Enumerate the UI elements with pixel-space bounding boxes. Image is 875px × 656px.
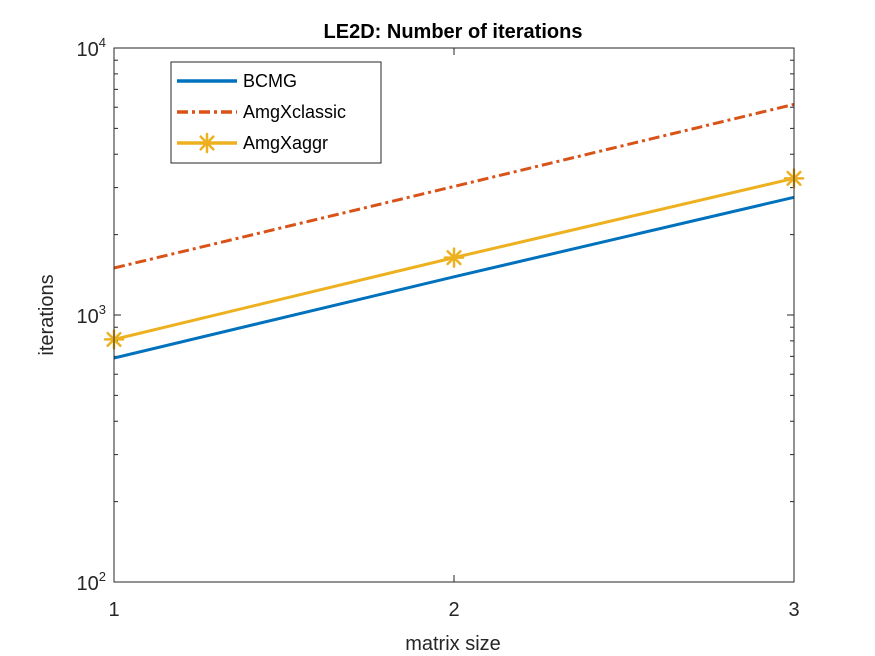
x-tick-label: 3 [788,599,799,621]
plot-area-frame [113,47,795,583]
legend-item: AmgXaggr [177,132,328,154]
series-line-bcmg [113,195,795,360]
series-layer [103,102,805,360]
x-axis-label: matrix size [405,633,501,655]
y-tick-base: 10 [77,573,99,595]
data-point-marker [443,247,465,268]
legend: BCMG AmgXclassic AmgXaggr [170,61,382,164]
x-tick-label: 2 [448,599,459,621]
legend-marker [196,132,218,154]
series-line-amgxclassic [113,102,795,270]
y-tick-exponent: 4 [99,35,106,50]
y-tick-base: 10 [77,39,99,61]
y-tick-label: 102 [77,569,106,595]
y-tick-label: 103 [77,302,106,328]
legend-label: AmgXaggr [243,133,328,153]
legend-label: AmgXclassic [243,102,346,122]
y-axis-label: iterations [36,274,58,355]
legend-label: BCMG [243,71,297,91]
legend-item: AmgXclassic [177,102,346,122]
y-tick-label: 104 [77,35,106,61]
y-tick-base: 10 [77,306,99,328]
chart-title: LE2D: Number of iterations [324,21,583,43]
legend-item: BCMG [177,71,297,91]
y-tick-exponent: 2 [99,569,106,584]
x-tick-label: 1 [108,599,119,621]
y-tick-exponent: 3 [99,302,106,317]
